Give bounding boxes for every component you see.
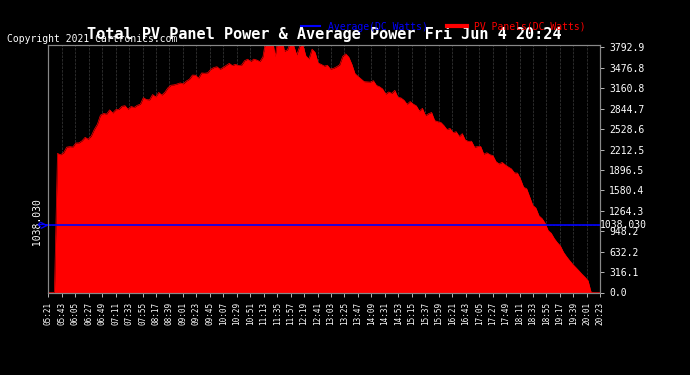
Legend: Average(DC Watts), PV Panels(DC Watts): Average(DC Watts), PV Panels(DC Watts)	[297, 18, 590, 36]
Text: Copyright 2021 Cartronics.com: Copyright 2021 Cartronics.com	[7, 34, 177, 44]
Text: ←: ←	[37, 218, 48, 232]
Title: Total PV Panel Power & Average Power Fri Jun 4 20:24: Total PV Panel Power & Average Power Fri…	[87, 27, 562, 42]
Text: 1038.030: 1038.030	[600, 220, 647, 230]
